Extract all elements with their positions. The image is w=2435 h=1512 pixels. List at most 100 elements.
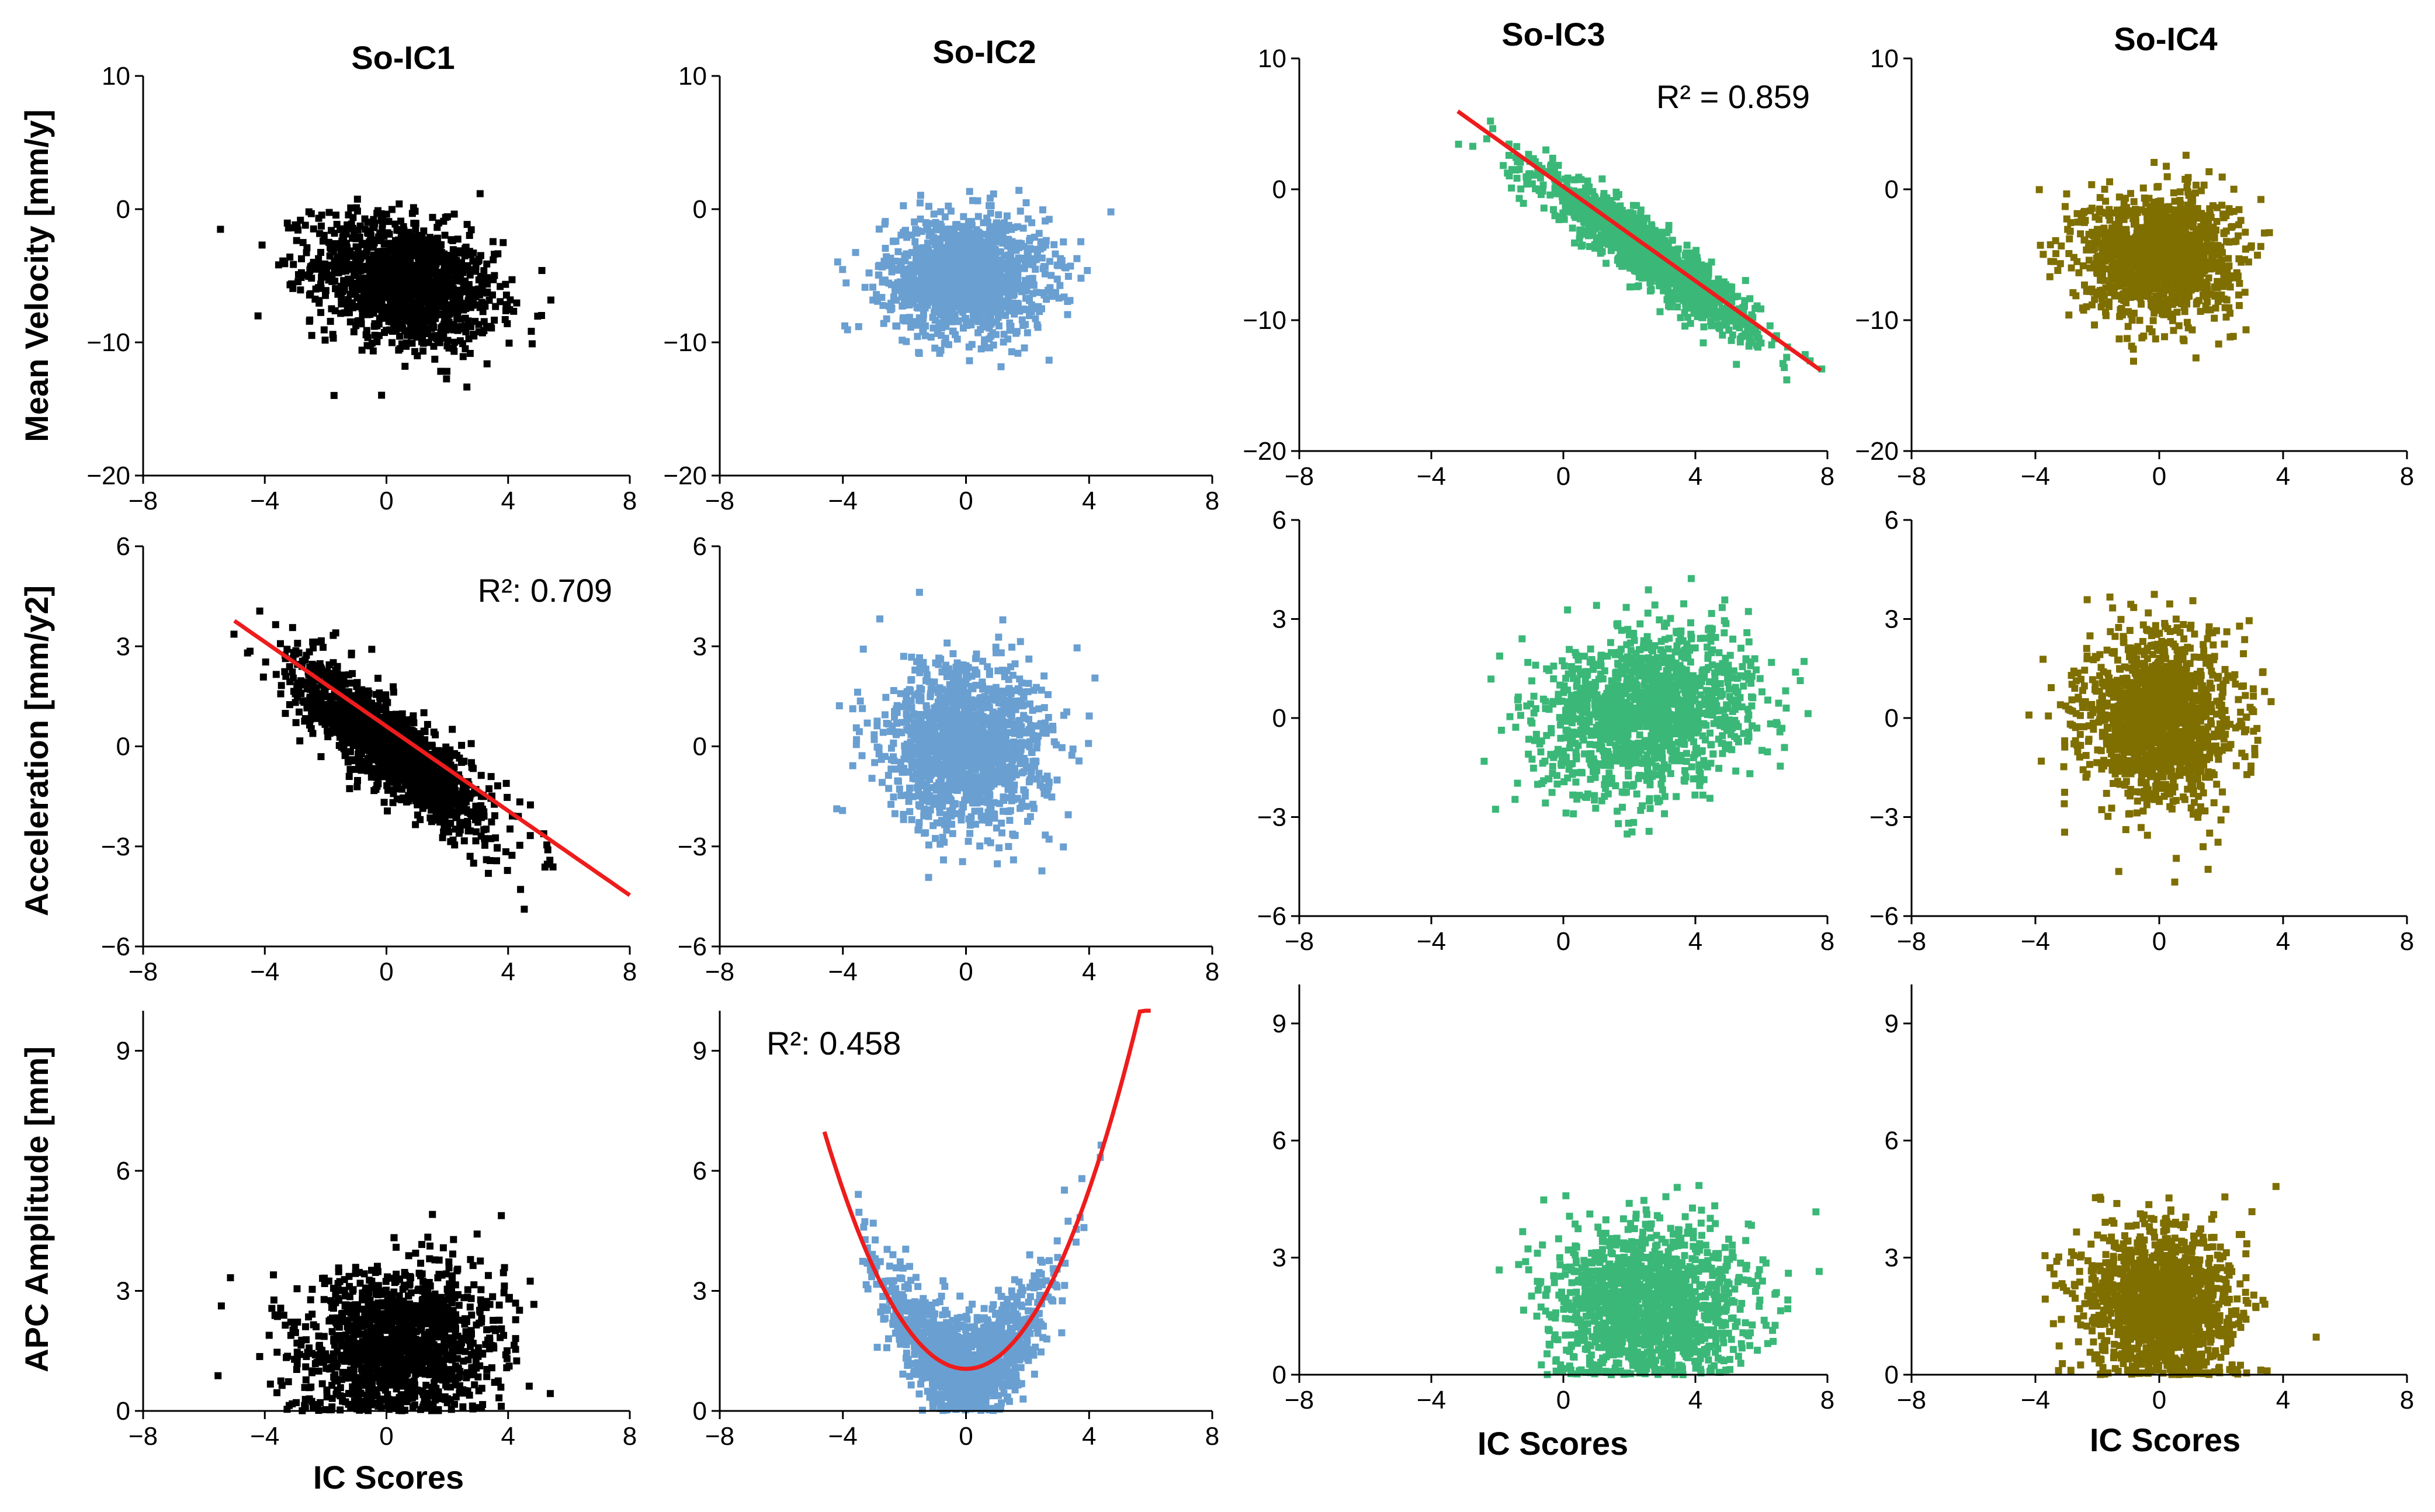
data-point [480,318,488,325]
data-point [1058,256,1066,264]
data-point [346,318,354,325]
data-point [904,266,911,273]
data-point [1659,234,1666,241]
data-point [1635,247,1643,255]
data-point [914,227,921,234]
data-point [1004,242,1012,250]
data-point [440,261,448,268]
data-point [427,258,435,266]
data-point [1024,215,1032,223]
data-point [1060,238,1067,246]
data-point [310,225,317,233]
data-point [1646,279,1654,287]
data-point [364,219,372,226]
data-point [962,318,970,325]
data-point [443,367,451,375]
data-point [1034,324,1042,331]
data-point [355,268,362,275]
data-point [317,285,325,292]
data-point [955,303,962,311]
data-point [340,280,348,287]
data-point [285,224,292,232]
data-point [1652,240,1660,247]
data-point [923,226,931,233]
data-point [453,256,460,264]
data-point [1665,221,1673,229]
data-point [1596,197,1604,204]
data-point [424,282,432,290]
data-point [1664,285,1672,293]
data-point [944,307,952,315]
data-point [1506,172,1513,180]
data-point [449,345,457,352]
data-point [1039,206,1046,214]
data-point [1618,251,1625,258]
data-point [1615,191,1622,199]
data-point [2218,174,2226,181]
data-point [1674,303,1681,311]
data-point [1684,258,1692,265]
x-tick-label: 4 [1688,462,1702,491]
data-point [976,294,983,301]
data-point [906,314,913,321]
data-point [1728,337,1735,344]
data-point [1602,259,1610,267]
data-point [325,209,333,216]
data-point [1002,311,1010,319]
data-point [965,218,973,226]
data-point [433,234,441,242]
data-point [316,230,324,237]
data-point [1028,301,1035,308]
data-point [320,326,328,334]
data-point [370,240,377,248]
data-point [919,244,927,252]
data-point [330,391,338,399]
data-point [1039,289,1047,296]
data-point [1555,216,1563,223]
data-point [441,231,449,239]
data-point [1576,226,1584,234]
data-point [466,349,474,357]
data-point [1024,329,1031,337]
data-point [1618,232,1625,240]
data-point [2065,311,2073,319]
data-point [842,279,850,287]
data-point [528,340,536,348]
data-point [407,321,414,328]
x-tick-label: 4 [1082,487,1096,515]
data-point [455,249,462,257]
data-point [894,279,901,287]
data-point [364,334,372,341]
data-point [2056,260,2064,268]
data-point [1629,219,1637,227]
data-point [467,226,475,234]
data-point [317,308,325,316]
data-point [380,329,388,337]
data-point [1681,322,1689,330]
data-point [944,283,952,290]
data-point [2037,241,2044,249]
points-ic4-velocity [2035,151,2273,365]
data-point [426,308,433,315]
data-point [298,255,306,262]
data-point [504,320,511,328]
data-point [389,339,396,346]
data-point [393,226,401,234]
data-point [2220,229,2228,237]
data-point [987,320,995,328]
y-tick-label: 10 [1258,44,1286,73]
data-point [903,234,911,241]
data-point [348,220,355,228]
data-point [1720,278,1728,286]
data-point [403,331,411,339]
data-point [1751,304,1759,312]
data-point [431,355,439,363]
data-point [1629,202,1637,209]
data-point [1738,333,1746,341]
data-point [1614,210,1622,217]
y-tick-label: 0 [1272,175,1286,204]
data-point [1742,277,1749,285]
x-tick-label: 4 [501,487,515,515]
data-point [1050,241,1058,248]
data-point [2152,335,2159,343]
